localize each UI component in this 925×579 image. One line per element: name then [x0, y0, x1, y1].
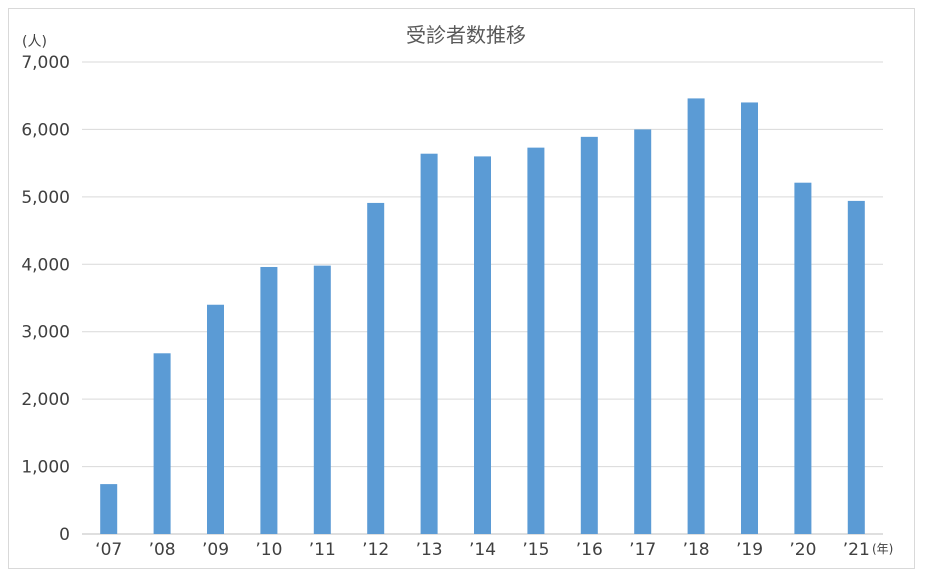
bar [260, 266, 278, 534]
bar [794, 182, 812, 534]
bar [527, 147, 545, 535]
x-tick-label: ‘07 [95, 540, 122, 560]
x-tick-label: ’18 [683, 540, 710, 560]
bar [474, 156, 491, 534]
bar [207, 304, 224, 534]
x-axis-ticks: ‘07 ’08 ’09 ’10 ’11 ’12 ’13 ’14 ’15 ’16 ’17 ’18 ’19 ’… [95, 540, 870, 560]
bar [153, 353, 171, 534]
y-tick-label: 3,000 [21, 323, 70, 343]
x-tick-label: ’13 [416, 540, 443, 560]
bar [847, 200, 865, 534]
y-axis-ticks: 0 1,000 2,000 3,000 4,000 5,000 6,000 7,000 [21, 53, 70, 545]
y-tick-label: 0 [59, 525, 70, 545]
y-axis-unit-label: (人) [22, 34, 47, 50]
y-tick-label: 4,000 [21, 255, 70, 275]
x-tick-label: ’08 [149, 540, 176, 560]
x-tick-label: ’17 [629, 540, 656, 560]
y-tick-label: 5,000 [21, 188, 70, 208]
bar [580, 136, 598, 535]
x-tick-label: ’10 [255, 540, 282, 560]
x-tick-label: ’09 [202, 540, 229, 560]
y-tick-label: 1,000 [21, 458, 70, 478]
bar [741, 102, 758, 534]
x-axis-unit-label: (年) [872, 542, 893, 556]
x-tick-label: ’14 [469, 540, 496, 560]
bar [634, 129, 652, 534]
y-tick-label: 7,000 [21, 53, 70, 73]
x-tick-label: ’11 [309, 540, 336, 560]
x-tick-label: ’21 [843, 540, 870, 560]
x-tick-label: ’16 [576, 540, 603, 560]
x-tick-label: ’12 [362, 540, 389, 560]
chart-title: 受診者数推移 [406, 23, 526, 47]
bar [687, 98, 705, 534]
x-tick-label: ’20 [789, 540, 816, 560]
bar [313, 265, 331, 534]
bar [420, 153, 438, 534]
bar [367, 202, 385, 534]
y-tick-label: 2,000 [21, 390, 70, 410]
bars [100, 98, 865, 535]
y-tick-label: 6,000 [21, 120, 70, 140]
x-tick-label: ’19 [736, 540, 763, 560]
bar [100, 484, 118, 534]
x-tick-label: ’15 [522, 540, 549, 560]
